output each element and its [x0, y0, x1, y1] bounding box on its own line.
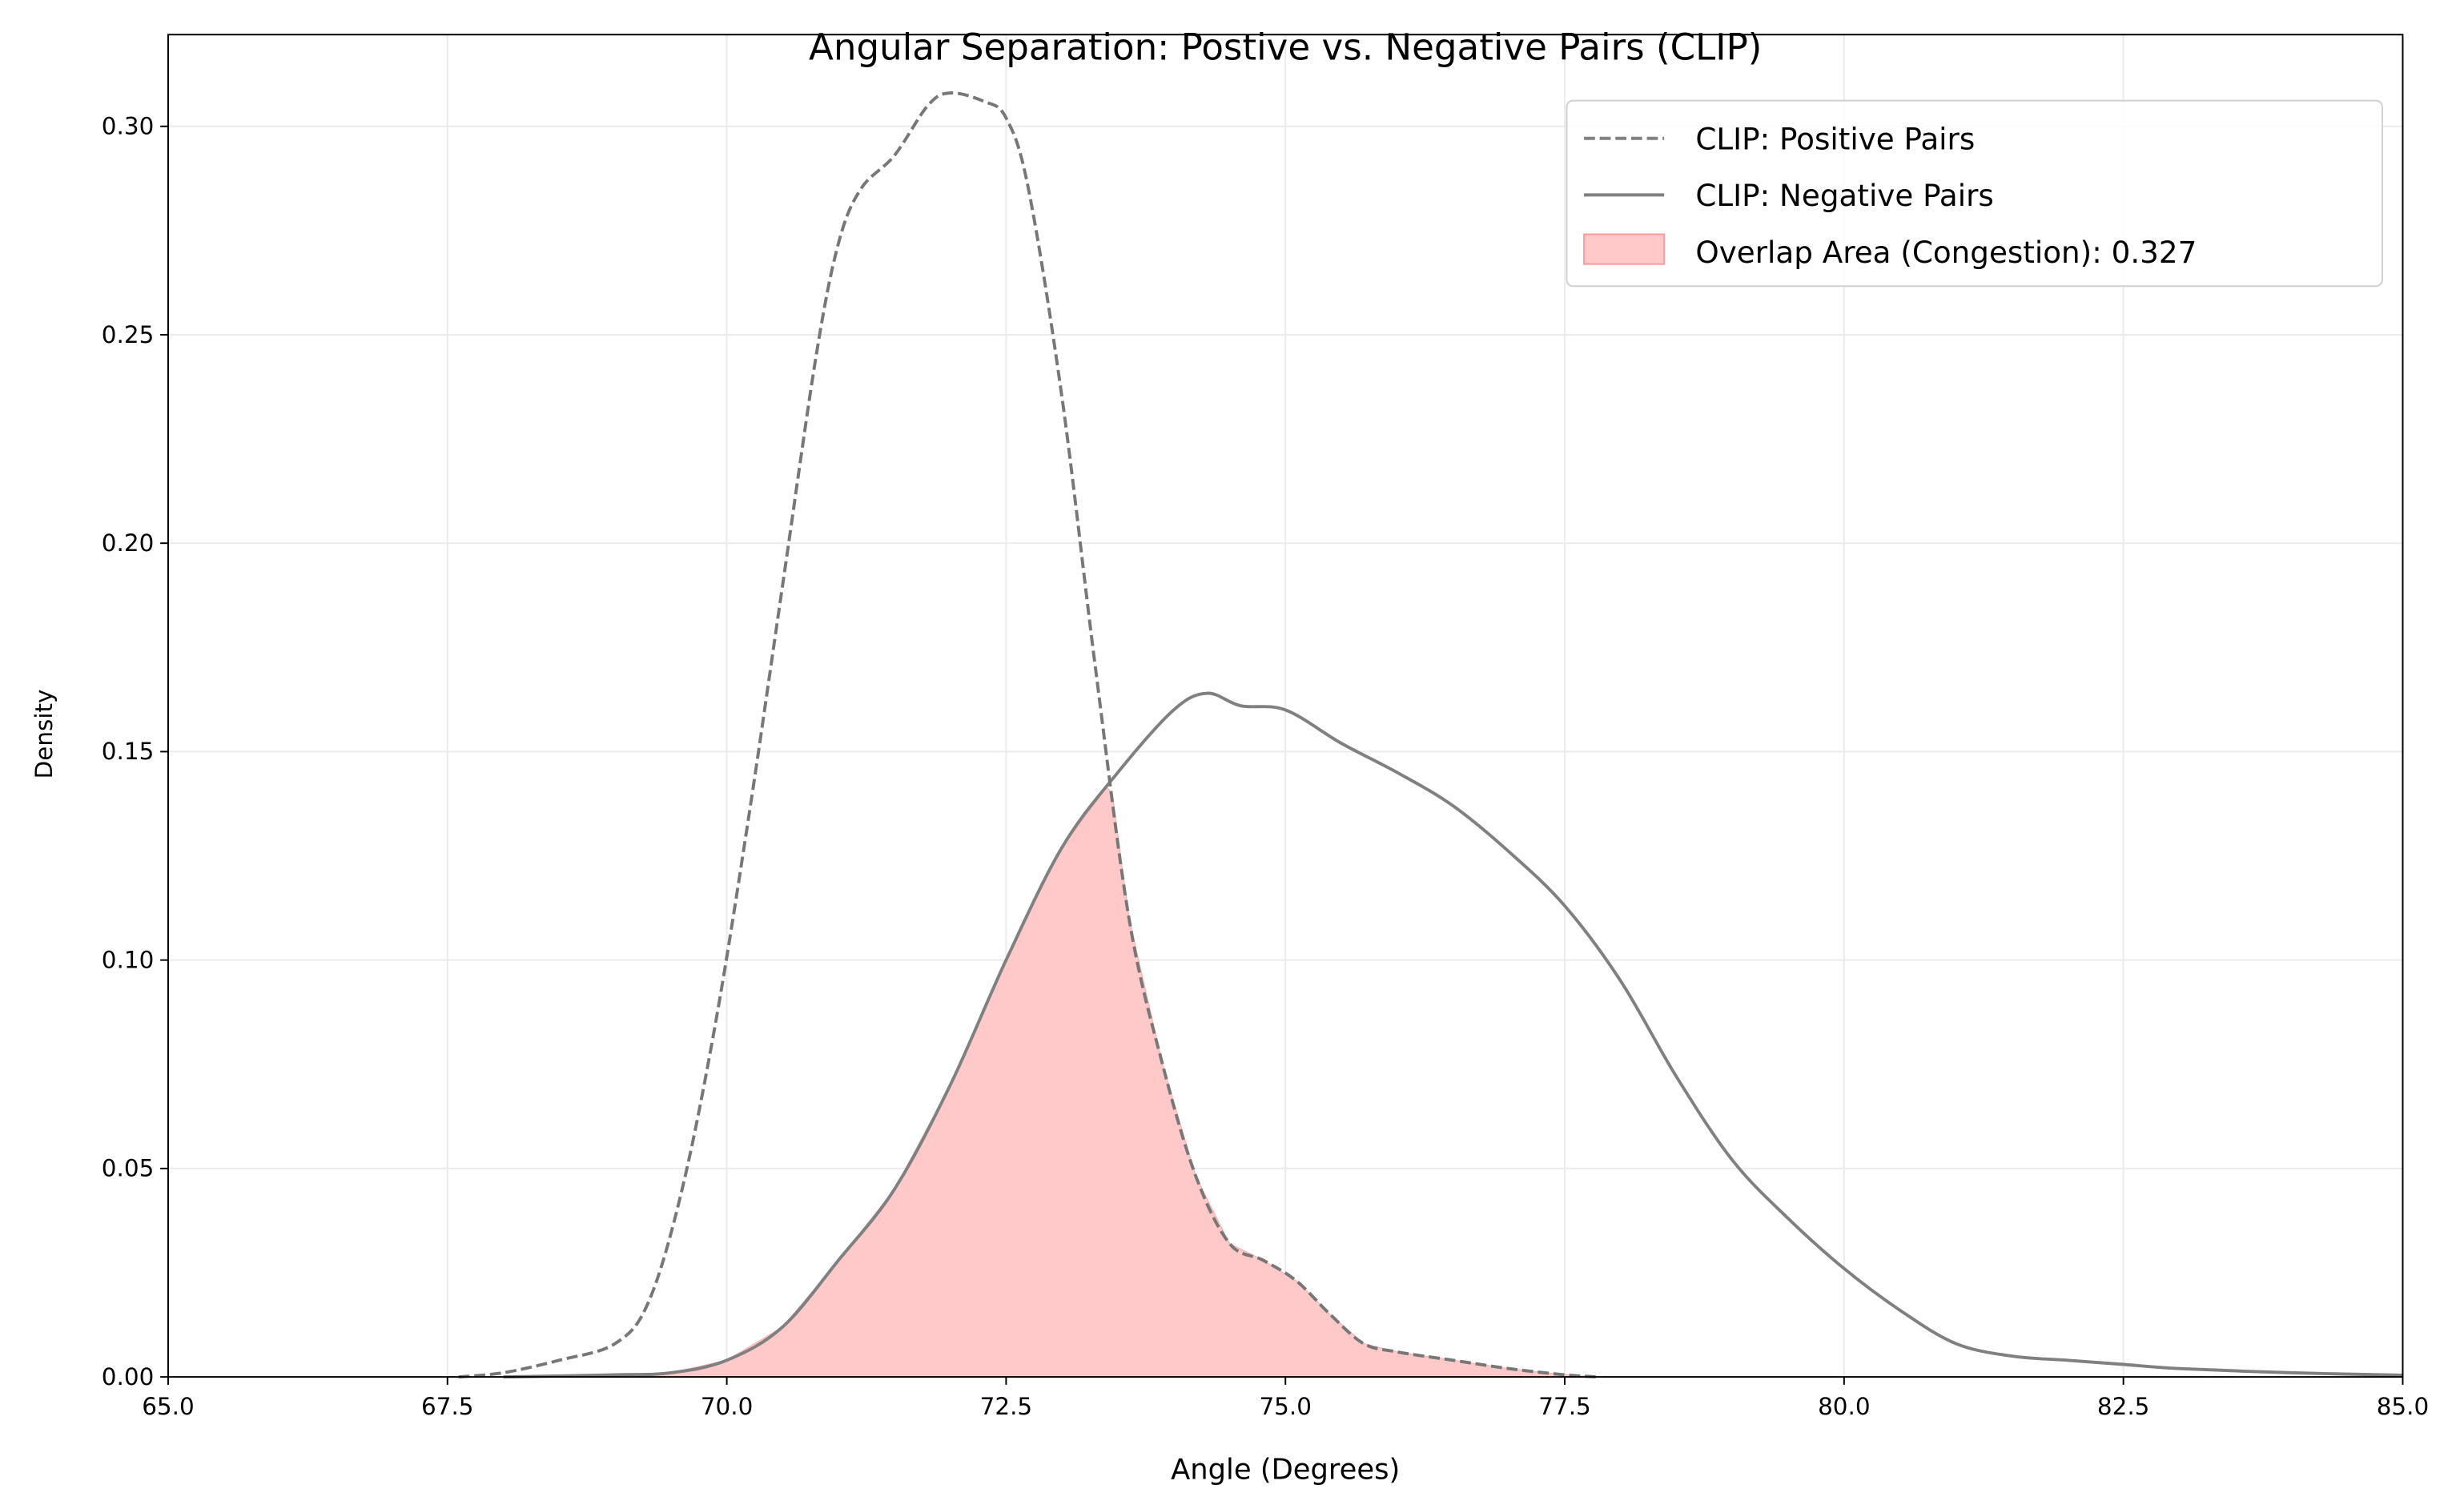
x-tick-label: 82.5	[2097, 1393, 2150, 1420]
x-tick-label: 70.0	[701, 1393, 754, 1420]
y-tick-label: 0.30	[102, 113, 155, 140]
y-tick-label: 0.10	[102, 946, 155, 973]
y-tick-label: 0.05	[102, 1155, 155, 1182]
x-tick-label: 80.0	[1818, 1393, 1871, 1420]
legend-negative: CLIP: Negative Pairs	[1695, 178, 1993, 213]
y-tick-label: 0.25	[102, 321, 155, 348]
legend-overlap-swatch-icon	[1583, 233, 1666, 265]
positive-pairs-line	[458, 91, 1599, 1379]
legend: CLIP: Positive Pairs CLIP: Negative Pair…	[1566, 99, 2383, 288]
legend-box	[1566, 99, 2383, 288]
negative-pairs-line	[503, 691, 2403, 1379]
y-axis: 0.00 0.05 0.10 0.15 0.20 0.25 0.30	[102, 113, 168, 1390]
y-axis-label: Density	[30, 690, 58, 779]
x-tick-label: 77.5	[1538, 1393, 1591, 1420]
y-tick-label: 0.15	[102, 738, 155, 765]
legend-positive: CLIP: Positive Pairs	[1695, 121, 1975, 156]
legend-overlap: Overlap Area (Congestion): 0.327	[1695, 235, 2197, 270]
y-tick-label: 0.00	[102, 1363, 155, 1390]
x-axis: 65.0 67.5 70.0 72.5 75.0 77.5 80.0 82.5 85.0	[142, 1377, 2429, 1420]
x-tick-label: 65.0	[142, 1393, 195, 1420]
y-tick-label: 0.20	[102, 529, 155, 557]
x-tick-label: 72.5	[980, 1393, 1033, 1420]
x-axis-label: Angle (Degrees)	[1171, 1454, 1400, 1487]
chart-title: Angular Separation: Postive vs. Negative…	[809, 26, 1762, 69]
x-tick-label: 85.0	[2377, 1393, 2430, 1420]
x-tick-label: 75.0	[1259, 1393, 1312, 1420]
x-tick-label: 67.5	[421, 1393, 474, 1420]
